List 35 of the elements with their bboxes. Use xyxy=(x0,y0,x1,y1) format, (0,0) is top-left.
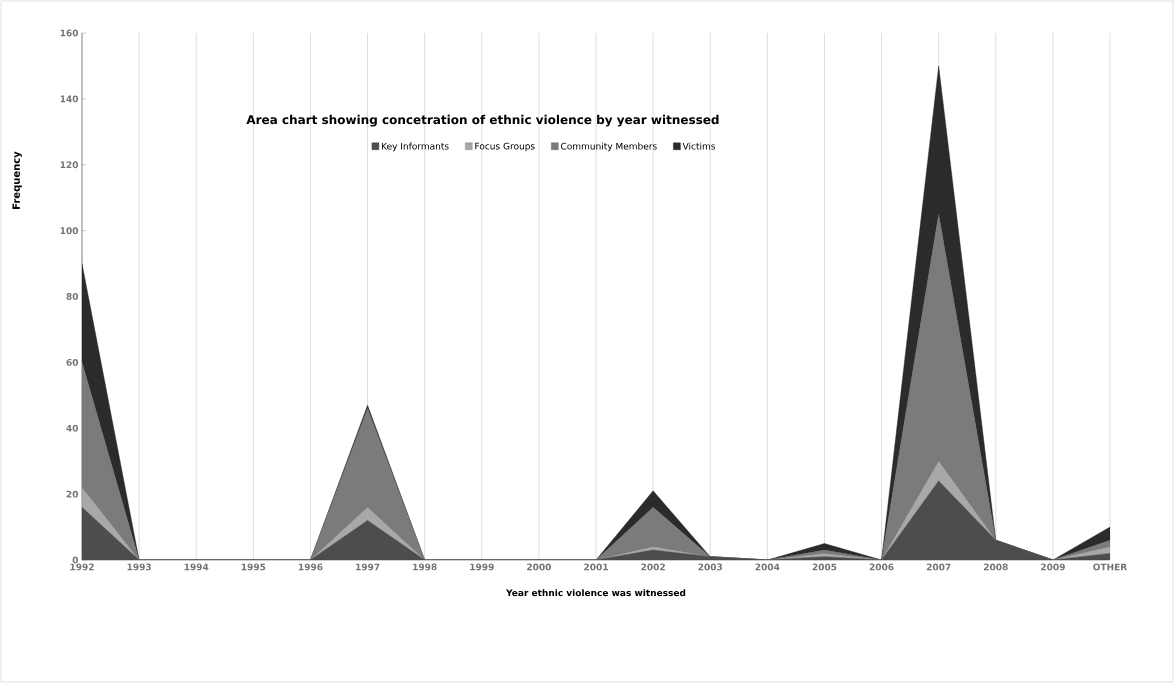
y-tick-label: 80 xyxy=(66,293,79,300)
x-tick-label: 1992 xyxy=(70,563,94,571)
x-tick-label: 1993 xyxy=(127,563,151,571)
x-tick-label: OTHER xyxy=(1093,563,1128,571)
y-tick-label: 60 xyxy=(66,358,79,366)
y-tick-label: 40 xyxy=(66,424,79,432)
y-tick-label: 120 xyxy=(60,161,79,169)
x-tick-label: 1997 xyxy=(356,563,380,571)
x-axis-title: Year ethnic violence was witnessed xyxy=(505,589,686,597)
y-tick-label: 20 xyxy=(66,490,79,498)
y-tick-label: 160 xyxy=(60,29,79,37)
x-tick-label: 2001 xyxy=(584,563,608,571)
x-tick-label: 2004 xyxy=(755,563,780,571)
x-tick-label: 2008 xyxy=(983,563,1008,571)
x-tick-label: 1994 xyxy=(184,563,209,571)
x-tick-label: 2002 xyxy=(641,563,665,571)
x-tick-label: 1999 xyxy=(470,563,494,571)
x-tick-label: 1995 xyxy=(241,563,266,571)
x-tick-label: 2005 xyxy=(812,563,837,571)
y-tick-label: 100 xyxy=(60,227,79,235)
text: Area chart showing concetration of ethnic violence by year witnessed xyxy=(246,114,719,127)
y-tick-label: 0 xyxy=(72,556,79,564)
x-tick-label: 2000 xyxy=(527,563,551,571)
legend-label: Key Informants xyxy=(382,142,449,152)
x-tick-label: 2009 xyxy=(1041,563,1065,571)
x-tick-label: 2006 xyxy=(869,563,894,571)
x-tick-label: 2003 xyxy=(698,563,723,571)
y-tick-label: 140 xyxy=(60,95,79,103)
legend-label: Focus Groups xyxy=(475,142,535,152)
y-axis-title: Frequency xyxy=(12,151,22,209)
x-tick-label: 2007 xyxy=(926,563,951,571)
x-tick-label: 1998 xyxy=(413,563,437,571)
legend-label: Community Members xyxy=(561,142,657,152)
x-tick-label: 1996 xyxy=(298,563,323,571)
legend-label: Victims xyxy=(682,142,716,150)
